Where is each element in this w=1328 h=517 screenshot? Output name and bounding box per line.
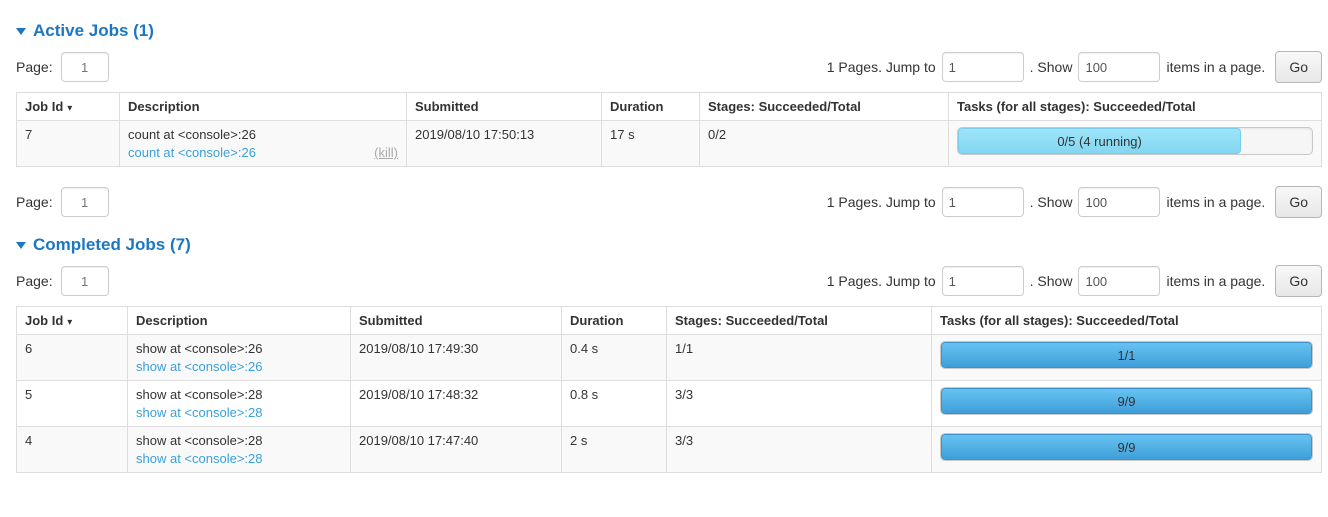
column-header-job-id[interactable]: Job Id ▾ [16,306,128,335]
show-label: . Show [1029,59,1073,75]
tasks-cell: 1/1 [931,334,1322,381]
job-description: show at <console>:28 [136,387,263,402]
jump-to-page-input[interactable] [941,266,1024,296]
stages-cell: 0/2 [699,120,949,167]
collapse-arrow-icon [16,241,26,249]
collapse-arrow-icon [16,27,26,35]
table-header-row: Job Id ▾ Description Submitted Duration S… [16,92,1322,121]
job-detail-link[interactable]: show at <console>:26 [136,359,263,374]
column-header-submitted[interactable]: Submitted [350,306,562,335]
completed-jobs-table: Job Id ▾ Description Submitted Duration S… [16,306,1322,473]
task-progress-bar: 1/1 [940,341,1313,369]
job-id-cell: 5 [16,380,128,427]
description-cell: show at <console>:26 show at <console>:2… [127,334,351,381]
job-id-cell: 4 [16,426,128,473]
stages-cell: 3/3 [666,426,932,473]
items-label: items in a page. [1166,194,1266,210]
items-label: items in a page. [1166,273,1266,289]
active-jobs-table: Job Id ▾ Description Submitted Duration S… [16,92,1322,167]
tasks-cell: 9/9 [931,426,1322,473]
submitted-cell: 2019/08/10 17:47:40 [350,426,562,473]
column-header-duration[interactable]: Duration [601,92,700,121]
column-header-description[interactable]: Description [127,306,351,335]
submitted-cell: 2019/08/10 17:49:30 [350,334,562,381]
task-progress-fill-running: 0/5 (4 running) [958,128,1242,154]
pages-info: 1 Pages. Jump to [826,273,936,289]
submitted-cell: 2019/08/10 17:48:32 [350,380,562,427]
job-detail-link[interactable]: show at <console>:28 [136,405,263,420]
page-number-input[interactable] [60,52,109,82]
page-number-input[interactable] [60,187,109,217]
task-progress-bar: 0/5 (4 running) [957,127,1313,155]
column-header-duration[interactable]: Duration [561,306,667,335]
active-jobs-pagination-top: Page: 1 Pages. Jump to . Show items in a… [16,51,1322,83]
sort-desc-icon: ▾ [67,317,73,328]
job-description: count at <console>:26 [128,127,256,142]
completed-jobs-header[interactable]: Completed Jobs (7) [16,235,1322,255]
jobs-page: Active Jobs (1) Page: 1 Pages. Jump to .… [0,21,1328,473]
active-jobs-header[interactable]: Active Jobs (1) [16,21,1322,41]
items-per-page-input[interactable] [1078,52,1161,82]
task-progress-fill-done: 9/9 [941,434,1312,460]
job-detail-link[interactable]: count at <console>:26 [128,145,256,160]
jump-to-page-input[interactable] [941,52,1024,82]
jump-to-page-input[interactable] [941,187,1024,217]
pages-info: 1 Pages. Jump to [826,194,936,210]
job-detail-link[interactable]: show at <console>:28 [136,451,263,466]
task-progress-bar: 9/9 [940,433,1313,461]
job-description: show at <console>:28 [136,433,263,448]
column-header-stages[interactable]: Stages: Succeeded/Total [699,92,949,121]
job-id-cell: 7 [16,120,120,167]
show-label: . Show [1029,194,1073,210]
table-row: 7 count at <console>:26 count at <consol… [16,120,1322,167]
stages-cell: 3/3 [666,380,932,427]
page-label: Page: [16,59,53,75]
job-description: show at <console>:26 [136,341,263,356]
page-number-input[interactable] [60,266,109,296]
column-header-description[interactable]: Description [119,92,407,121]
duration-cell: 0.4 s [561,334,667,381]
description-cell: show at <console>:28 show at <console>:2… [127,426,351,473]
pages-info: 1 Pages. Jump to [826,59,936,75]
description-cell: count at <console>:26 count at <console>… [119,120,407,167]
table-header-row: Job Id ▾ Description Submitted Duration S… [16,306,1322,335]
duration-cell: 2 s [561,426,667,473]
column-header-submitted[interactable]: Submitted [406,92,602,121]
active-jobs-title: Active Jobs (1) [33,21,154,40]
column-header-job-id[interactable]: Job Id ▾ [16,92,120,121]
items-label: items in a page. [1166,59,1266,75]
task-progress-fill-done: 1/1 [941,342,1312,368]
stages-cell: 1/1 [666,334,932,381]
column-header-tasks[interactable]: Tasks (for all stages): Succeeded/Total [948,92,1322,121]
go-button[interactable]: Go [1275,186,1322,218]
description-cell: show at <console>:28 show at <console>:2… [127,380,351,427]
submitted-cell: 2019/08/10 17:50:13 [406,120,602,167]
completed-jobs-title: Completed Jobs (7) [33,235,191,254]
show-label: . Show [1029,273,1073,289]
table-row: 5 show at <console>:28 show at <console>… [16,380,1322,427]
job-id-cell: 6 [16,334,128,381]
items-per-page-input[interactable] [1078,187,1161,217]
task-progress-fill-done: 9/9 [941,388,1312,414]
task-progress-bar: 9/9 [940,387,1313,415]
page-label: Page: [16,194,53,210]
active-jobs-pagination-bottom: Page: 1 Pages. Jump to . Show items in a… [16,186,1322,218]
duration-cell: 17 s [601,120,700,167]
page-label: Page: [16,273,53,289]
column-header-tasks[interactable]: Tasks (for all stages): Succeeded/Total [931,306,1322,335]
go-button[interactable]: Go [1275,265,1322,297]
column-header-stages[interactable]: Stages: Succeeded/Total [666,306,932,335]
go-button[interactable]: Go [1275,51,1322,83]
sort-desc-icon: ▾ [67,103,73,114]
duration-cell: 0.8 s [561,380,667,427]
kill-job-link[interactable]: (kill) [374,145,398,160]
table-row: 6 show at <console>:26 show at <console>… [16,334,1322,381]
table-row: 4 show at <console>:28 show at <console>… [16,426,1322,473]
completed-jobs-pagination-top: Page: 1 Pages. Jump to . Show items in a… [16,265,1322,297]
items-per-page-input[interactable] [1078,266,1161,296]
tasks-cell: 9/9 [931,380,1322,427]
tasks-cell: 0/5 (4 running) [948,120,1322,167]
